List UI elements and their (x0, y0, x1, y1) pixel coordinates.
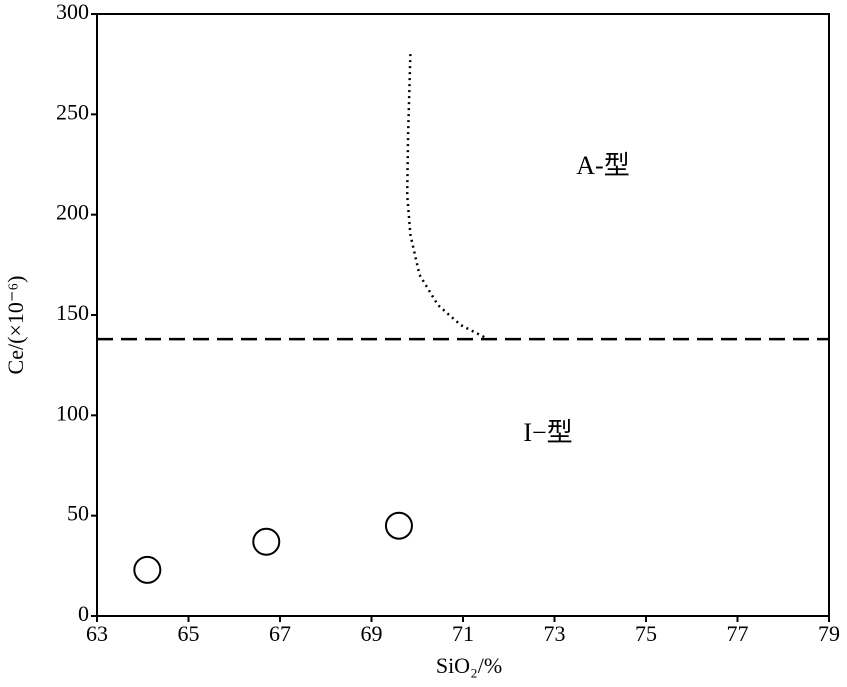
x-tick-label: 73 (544, 621, 566, 646)
x-tick-label: 67 (269, 621, 291, 646)
x-axis-label: SiO₂/% (436, 653, 502, 678)
boundary-curve (405, 54, 489, 341)
y-tick-label: 300 (56, 0, 89, 24)
annotation: I−型 (523, 418, 572, 447)
x-tick-label: 77 (727, 621, 749, 646)
annotation: A-型 (576, 151, 629, 180)
data-point (252, 527, 281, 556)
y-tick-label: 250 (56, 99, 89, 124)
y-tick-label: 150 (56, 300, 89, 325)
y-axis-label: Ce/(×10⁻⁶) (3, 276, 28, 375)
data-point (133, 555, 162, 584)
y-tick-label: 200 (56, 200, 89, 225)
y-tick-label: 100 (56, 400, 89, 425)
x-tick-label: 75 (635, 621, 657, 646)
y-tick-label: 0 (78, 601, 89, 626)
plot-frame (96, 13, 830, 617)
y-tick-label: 50 (67, 501, 89, 526)
data-point (384, 511, 413, 540)
x-tick-label: 71 (452, 621, 474, 646)
x-tick-label: 65 (178, 621, 200, 646)
x-tick-label: 79 (818, 621, 840, 646)
x-tick-label: 63 (86, 621, 108, 646)
x-tick-label: 69 (361, 621, 383, 646)
